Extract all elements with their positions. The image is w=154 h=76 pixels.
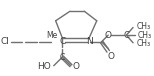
Text: C: C [124,31,129,40]
Text: O: O [73,62,80,71]
Text: Me: Me [46,31,58,40]
Text: HO: HO [37,62,51,71]
Text: O: O [105,31,112,40]
Text: C: C [59,37,65,46]
Text: CH₃: CH₃ [137,22,151,31]
Text: CH₃: CH₃ [138,31,152,40]
Text: CH₃: CH₃ [137,39,151,48]
Text: C: C [60,53,65,62]
Text: O: O [108,52,115,61]
Text: N: N [86,37,93,46]
Text: Cl: Cl [1,37,10,46]
